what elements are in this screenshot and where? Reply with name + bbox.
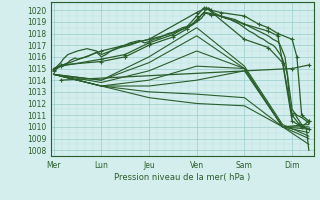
X-axis label: Pression niveau de la mer( hPa ): Pression niveau de la mer( hPa ) (114, 173, 251, 182)
